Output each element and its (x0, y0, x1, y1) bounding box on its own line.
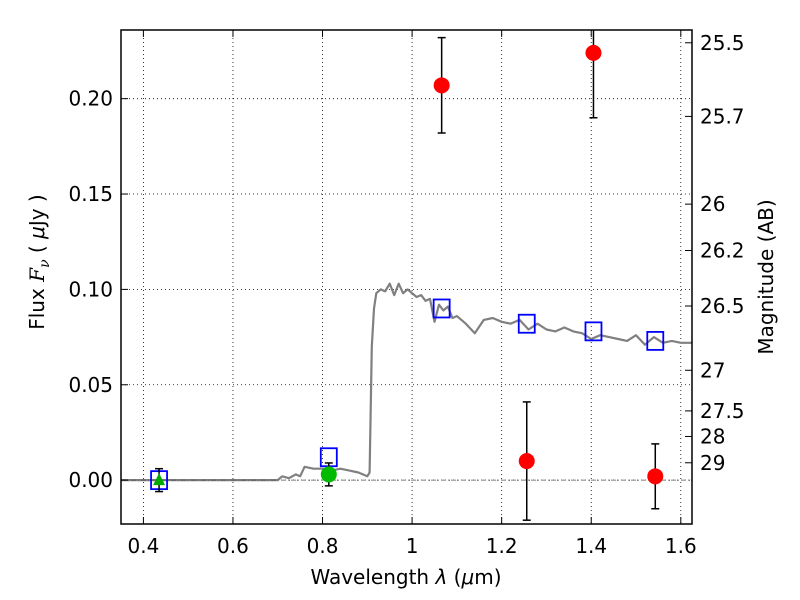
data-point-circle (647, 468, 664, 485)
x-tick-label: 1.6 (665, 534, 697, 558)
y2-tick-label: 25.7 (700, 104, 745, 128)
y-tick-label: 0.00 (68, 468, 113, 492)
y2-tick-label: 26.2 (700, 238, 745, 262)
x-axis: 0.4 0.6 0.8 1 1.2 1.4 1.6 (127, 30, 697, 558)
model-flux-square (432, 298, 451, 319)
x-tick-label: 1.4 (575, 534, 607, 558)
x-tick-label: 0.6 (217, 534, 249, 558)
y2-tick-label: 27 (700, 358, 725, 382)
x-tick-label: 0.8 (307, 534, 339, 558)
model-flux-square (517, 313, 536, 334)
data-point-triangle (153, 473, 166, 486)
y-tick-label: 0.15 (68, 182, 113, 206)
y2-tick-label: 27.5 (700, 399, 745, 423)
y2-tick-label: 26 (700, 192, 725, 216)
y2-tick-label: 29 (700, 451, 725, 475)
model-flux-square (646, 330, 665, 351)
x-axis-title: Wavelength λ (μm) (310, 565, 501, 589)
data-point-circle (518, 453, 535, 470)
y-tick-label: 0.05 (68, 373, 113, 397)
plot-frame (120, 29, 693, 525)
y-tick-label: 0.20 (68, 87, 113, 111)
y2-axis-title: Magnitude (AB) (754, 199, 778, 354)
data-point-circle (585, 44, 602, 61)
y-axis-right-magnitude: 25.5 25.7 26 26.2 26.5 27 27.528 29 (685, 31, 745, 475)
y2-tick-label: 26.5 (700, 294, 745, 318)
y-axis-left: 0.00 0.05 0.10 0.15 0.20 (68, 87, 128, 492)
y-tick-label: 0.10 (68, 277, 113, 301)
plot-content (121, 30, 692, 521)
data-point-circle (433, 77, 450, 94)
x-tick-label: 0.4 (127, 534, 159, 558)
y2-tick-label: 28 (700, 424, 725, 448)
model-flux-square (584, 321, 603, 342)
data-point-circle (320, 466, 337, 483)
sed-model-line (121, 282, 692, 482)
grid-lines (121, 30, 692, 524)
y-axis-title: Flux Fν ( μJy ) (25, 194, 53, 330)
x-tick-label: 1.2 (486, 534, 518, 558)
y2-tick-label: 25.5 (700, 31, 745, 55)
x-tick-label: 1 (406, 534, 419, 558)
